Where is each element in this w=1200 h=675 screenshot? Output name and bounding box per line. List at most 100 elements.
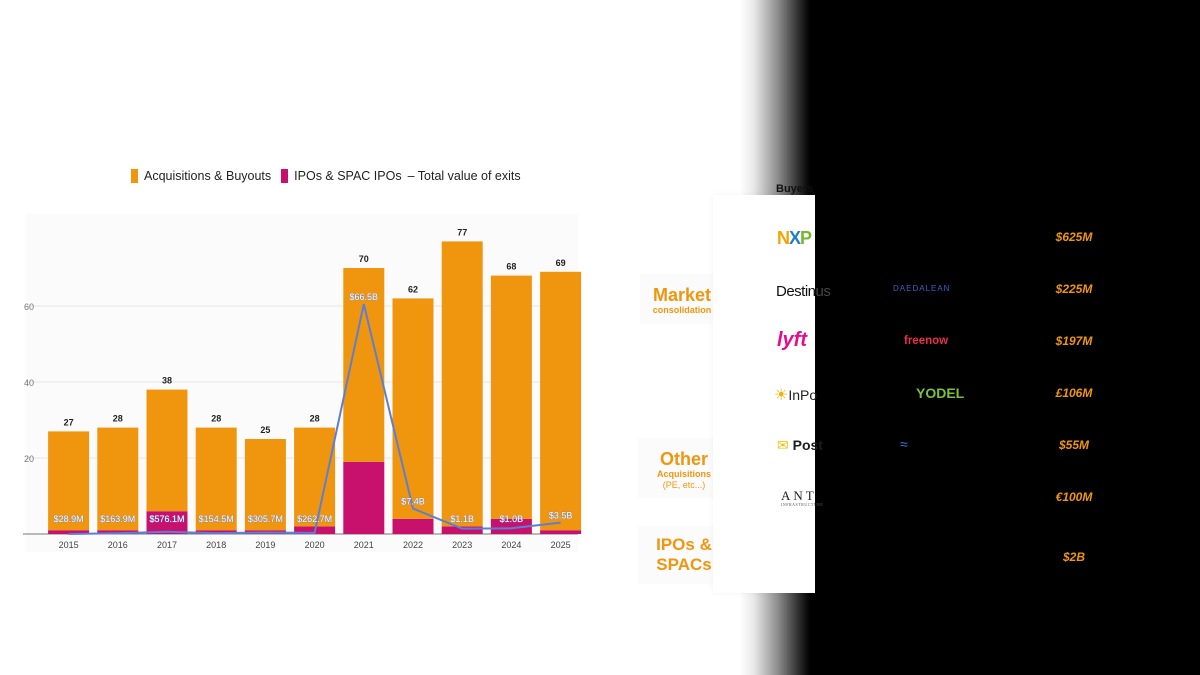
swoosh-logo: ≈ — [900, 436, 908, 452]
y-tick-40: 40 — [24, 378, 34, 388]
x-tick-2022: 2022 — [403, 540, 423, 550]
nxp-p: P — [800, 228, 812, 248]
lyft-logo: lyft — [777, 329, 807, 351]
x-tick-2016: 2016 — [108, 540, 128, 550]
amount-inpost: £106M — [1055, 386, 1093, 400]
bar-ipo-2023 — [441, 526, 483, 534]
yodel-logo: YODEL — [916, 385, 965, 401]
exit-value-label-2017: $576.1M — [149, 514, 184, 524]
category-other-acquisitions: Other Acquisitions (PE, etc...) — [648, 449, 720, 491]
freenow-logo: freenow — [904, 335, 949, 347]
category-ipos-spacs: IPOs & SPACs — [648, 535, 720, 575]
legend-label-acquisitions: Acquisitions & Buyouts — [144, 169, 272, 183]
bar-acq-2020 — [294, 427, 336, 527]
bar-ipo-2021 — [343, 461, 385, 534]
legend-label-exit-value: – Total value of exits — [407, 169, 521, 183]
category-other-sub2: (PE, etc...) — [662, 480, 706, 490]
total-labels: 27 28 38 28 25 28 70 62 77 68 69 — [64, 227, 566, 435]
legend-swatch-acquisitions — [131, 169, 138, 183]
y-tick-60: 60 — [24, 302, 34, 312]
category-market-consolidation: Market consolidation — [646, 285, 718, 316]
bar-acq-2017 — [146, 389, 188, 512]
exit-value-label-2021: $66.5B — [350, 292, 379, 302]
x-tick-2018: 2018 — [206, 540, 226, 550]
category-other-sub1: Acquisitions — [656, 469, 711, 479]
amount-post: $55M — [1058, 438, 1090, 452]
destinus-main: Destin — [776, 283, 816, 300]
category-market-title: Market — [652, 285, 712, 305]
amount-lyft: $197M — [1055, 334, 1093, 348]
amount-destinus: $225M — [1055, 282, 1093, 296]
nxp-x: X — [789, 228, 801, 248]
buyers-panel — [713, 195, 815, 593]
total-label-2018: 28 — [211, 414, 221, 424]
inpost-logo: ☀InPo — [774, 385, 817, 405]
x-tick-2019: 2019 — [255, 540, 275, 550]
post-horn-icon: ✉ — [777, 437, 789, 453]
x-tick-2015: 2015 — [59, 540, 79, 550]
chart-legend: Acquisitions & Buyouts IPOs & SPAC IPOs … — [131, 169, 521, 183]
bar-ipo-2022 — [392, 518, 434, 534]
ant-tagline: INFRASTRUCTURE — [781, 502, 824, 507]
bar-acq-2016 — [97, 427, 139, 531]
x-tick-2025: 2025 — [551, 540, 571, 550]
x-tick-2023: 2023 — [452, 540, 472, 550]
legend-swatch-ipos — [281, 169, 289, 183]
bar-acq-2024 — [490, 275, 532, 519]
amount-ant: €100M — [1055, 490, 1093, 504]
exit-value-label-2022: $7.4B — [401, 497, 425, 507]
nxp-logo: NXP — [777, 228, 812, 249]
bar-ipo-2024 — [490, 518, 532, 534]
x-tick-labels: 2015 2016 2017 2018 2019 2020 2021 2022 2023 2024… — [59, 540, 571, 550]
y-tick-labels: 20 40 60 — [24, 302, 34, 464]
total-label-2019: 25 — [260, 425, 270, 435]
bar-acq-2022 — [392, 298, 434, 519]
x-tick-2020: 2020 — [305, 540, 325, 550]
x-tick-2017: 2017 — [157, 540, 177, 550]
bar-ipo-2016 — [97, 530, 139, 534]
amount-ipo: $2B — [1062, 550, 1085, 564]
bar-ipo-2018 — [195, 530, 237, 534]
legend-label-ipos: IPOs & SPAC IPOs — [294, 169, 402, 183]
exit-value-label-2019: $305.7M — [248, 514, 283, 524]
bar-ipo-2017 — [146, 511, 188, 534]
exit-value-label-2024: $1.0B — [500, 514, 524, 524]
bar-acq-2015 — [48, 431, 90, 531]
bar-ipo-2025 — [540, 530, 582, 534]
ant-main: ANT — [781, 488, 817, 503]
ant-logo: ANT INFRASTRUCTURE — [781, 488, 823, 507]
post-text: Post — [792, 437, 823, 453]
category-other-title: Other — [659, 449, 708, 469]
category-ipo-line2: SPACs — [656, 555, 712, 574]
post-logo: ✉ Post — [777, 437, 823, 454]
exit-value-label-2025: $3.5B — [549, 511, 573, 521]
total-label-2021: 70 — [359, 254, 369, 264]
bar-acq-2025 — [540, 271, 582, 531]
category-ipo-line1: IPOs & — [656, 535, 712, 554]
daedalean-logo: DAEDALEAN — [893, 284, 951, 293]
nxp-n: N — [777, 228, 790, 248]
exit-value-label-2020: $262.7M — [297, 514, 332, 524]
bar-acq-2019 — [244, 439, 286, 531]
exit-value-labels: $28.9M $163.9M $576.1M $154.5M $305.7M $262.7… — [53, 292, 573, 524]
total-label-2020: 28 — [310, 414, 320, 424]
total-label-2015: 27 — [64, 417, 74, 427]
x-tick-2021: 2021 — [354, 540, 374, 550]
bar-acq-2023 — [441, 241, 483, 527]
total-label-2024: 68 — [506, 262, 516, 272]
total-label-2022: 62 — [408, 284, 418, 294]
exit-value-label-2016: $163.9M — [100, 514, 135, 524]
inpost-text: InPo — [788, 387, 818, 403]
total-label-2016: 28 — [113, 414, 123, 424]
buyers-header: Buyers — [776, 183, 814, 195]
y-tick-20: 20 — [24, 454, 34, 464]
bar-acq-2018 — [195, 427, 237, 531]
exit-value-label-2023: $1.1B — [450, 514, 474, 524]
inpost-sun-icon: ☀ — [774, 387, 789, 404]
exit-value-line — [68, 303, 561, 535]
black-area — [810, 0, 1200, 675]
destinus-logo: Destinus — [776, 283, 831, 300]
exit-value-polyline — [68, 303, 561, 535]
total-label-2017: 38 — [162, 376, 172, 386]
